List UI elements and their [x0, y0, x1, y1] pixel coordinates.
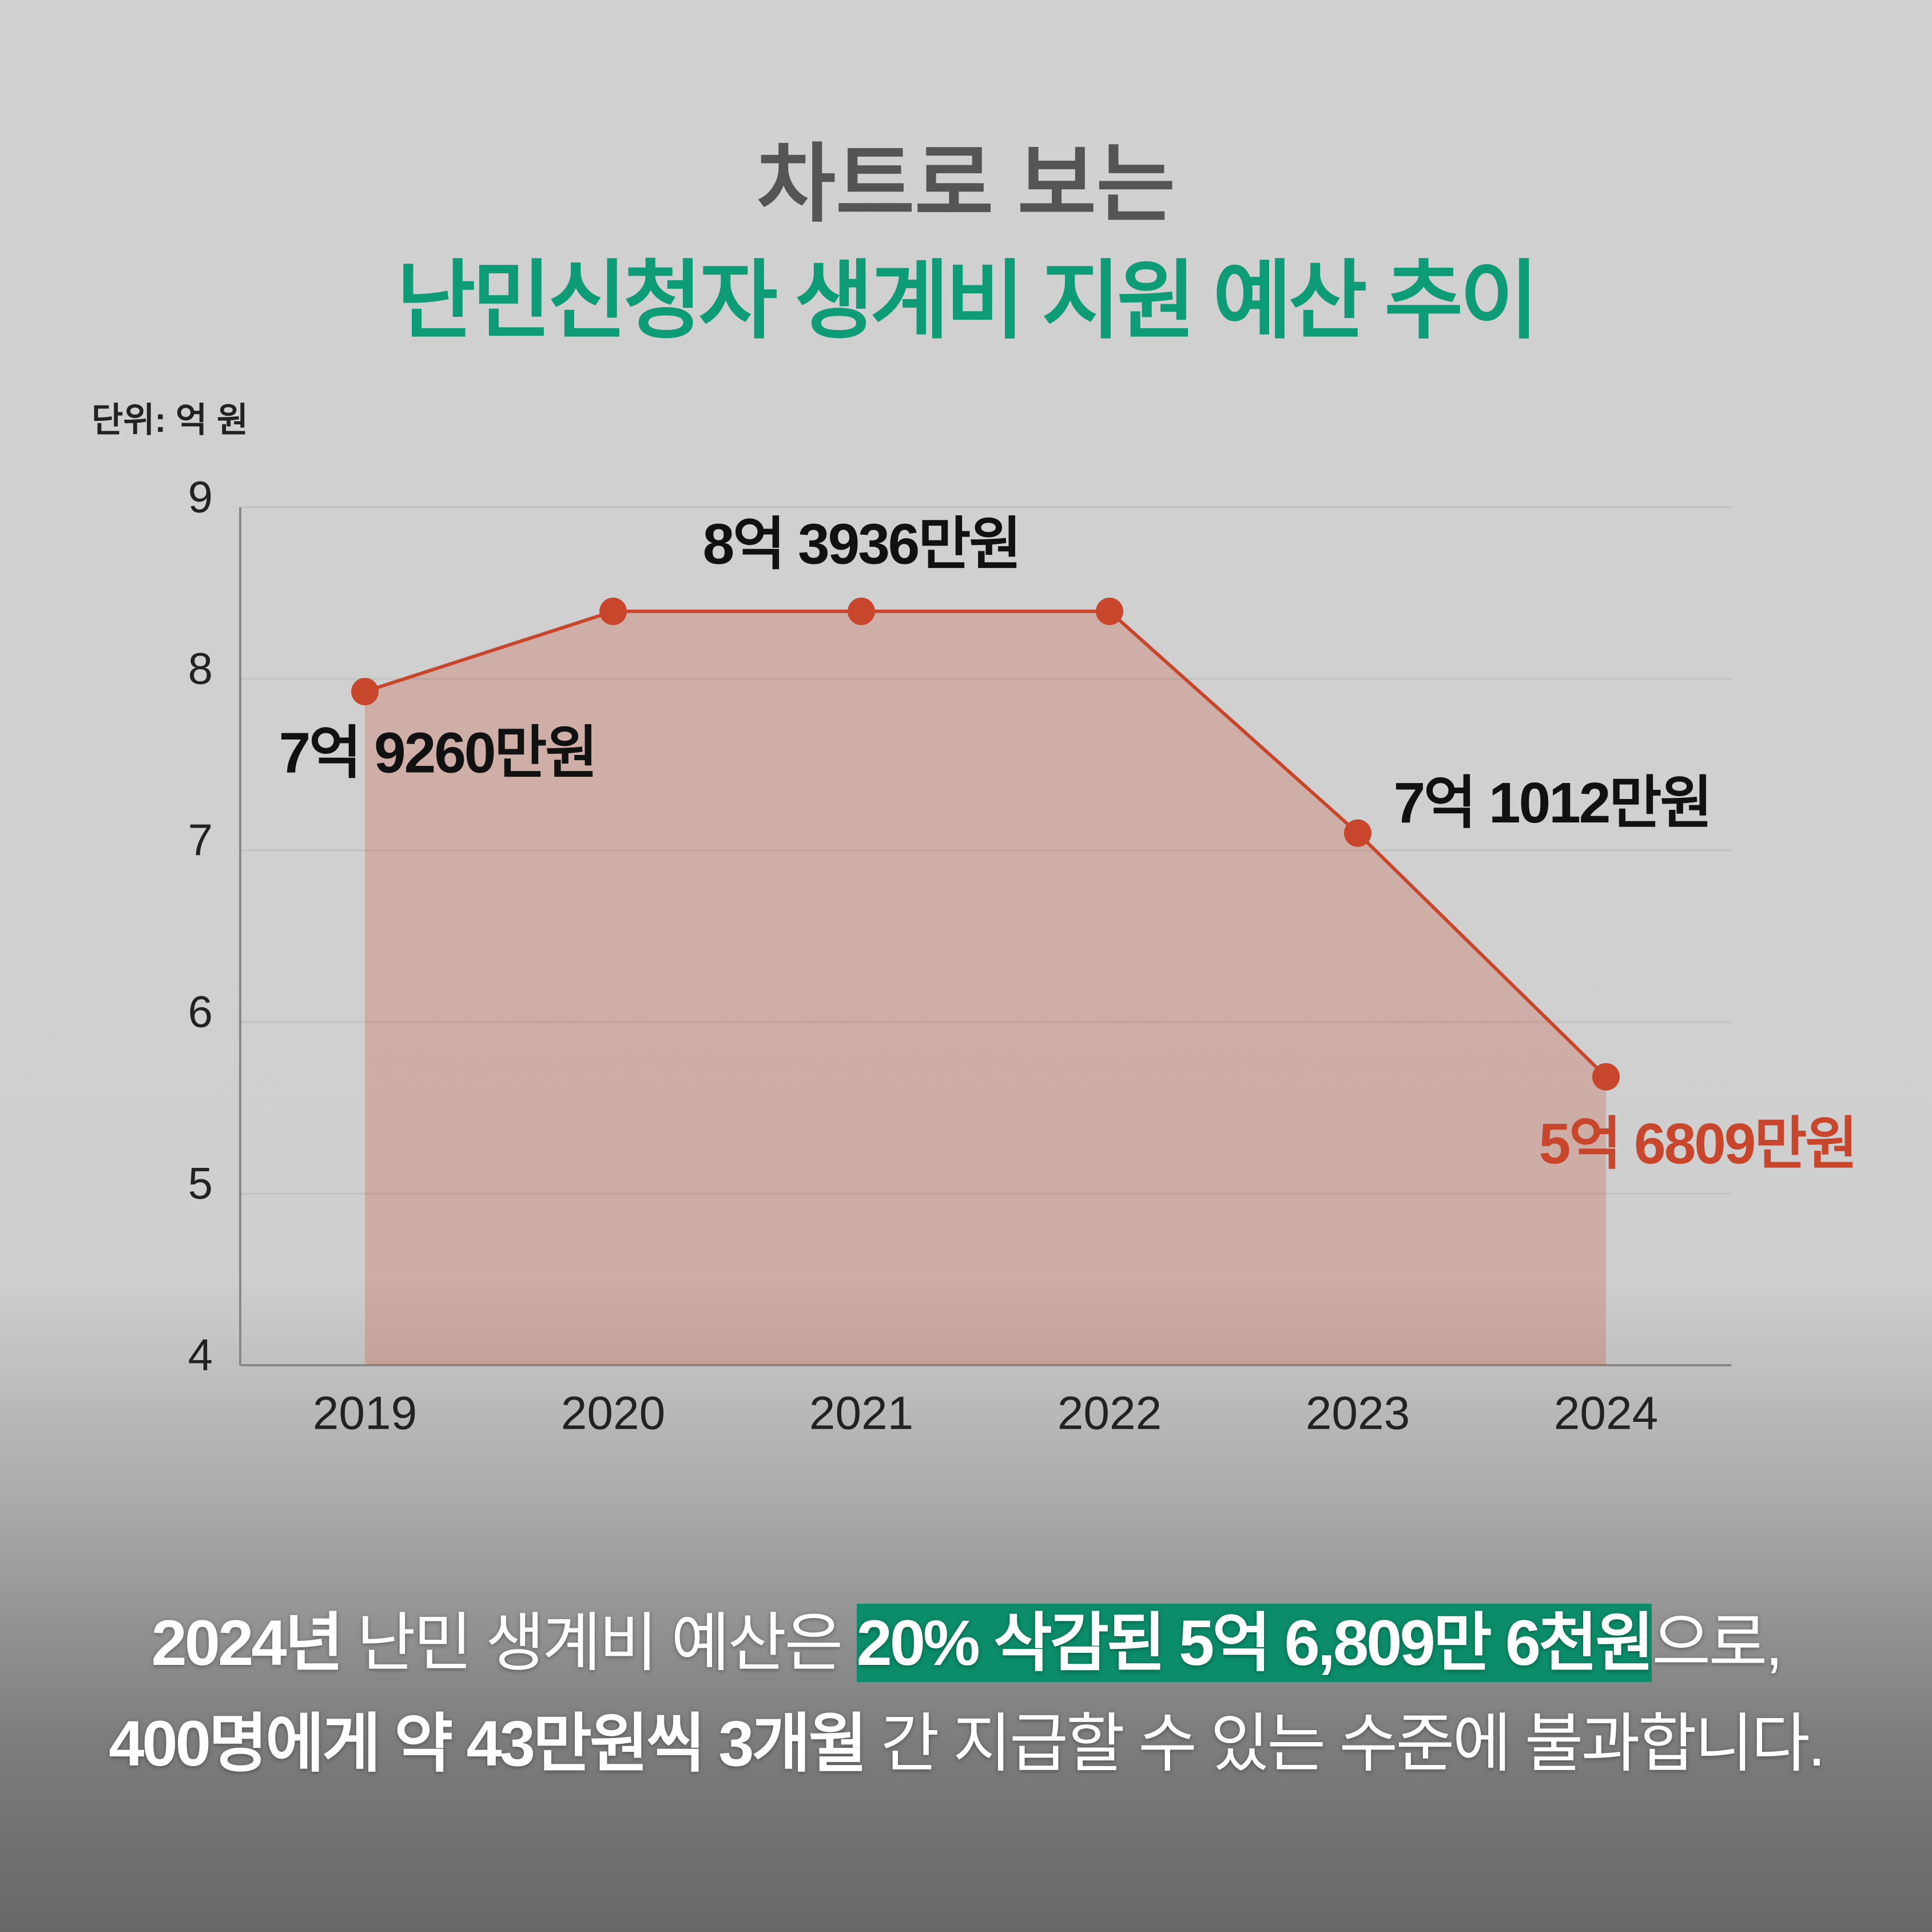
y-tick-label: 5: [188, 1158, 213, 1209]
caption-text: 400명에게 약 43만원씩 3개월: [109, 1708, 867, 1779]
value-label: 7억 9260만원: [279, 721, 597, 785]
y-tick-label: 8: [188, 643, 213, 694]
line: [364, 609, 1608, 1078]
caption-text: 난민 생계비 예산은: [341, 1607, 857, 1679]
x-tick-label: 2019: [313, 1388, 417, 1440]
area: [365, 611, 1606, 1365]
x-tick-label: 2022: [1058, 1388, 1162, 1440]
chart-title: 차트로 보는: [757, 136, 1175, 232]
x-tick-label: 2021: [809, 1388, 913, 1440]
point: [1344, 819, 1372, 847]
caption-text: 으로,: [1652, 1607, 1783, 1679]
caption-highlight: 20% 삭감된 5억 6,809만 6천원: [856, 1604, 1654, 1682]
x-tick-label: 2020: [561, 1388, 665, 1440]
caption-line: 2024년 난민 생계비 예산은 20% 삭감된 5억 6,809만 6천원으로…: [0, 1591, 1932, 1684]
caption-text: 간 지급할 수 있는 수준에 불과합니다.: [865, 1708, 1826, 1779]
chart-subtitle: 난민신청자 생계비 지원 예산 추이: [397, 253, 1536, 349]
point: [351, 678, 379, 706]
y-tick-label: 7: [188, 815, 213, 865]
y-tick-label: 9: [188, 472, 213, 522]
y-tick-label: 6: [188, 987, 213, 1037]
value-label: 5억 6809만원: [1539, 1112, 1857, 1176]
caption-text: 2024년: [151, 1607, 344, 1679]
y-tick-label: 4: [188, 1330, 213, 1380]
value-label: 8억 3936만원: [703, 512, 1020, 576]
x-tick-label: 2024: [1554, 1388, 1658, 1440]
point: [599, 597, 627, 625]
value-label: 7억 1012만원: [1394, 771, 1711, 835]
x-tick-label: 2023: [1306, 1388, 1410, 1440]
point: [1096, 597, 1123, 625]
point: [1592, 1063, 1620, 1091]
caption-line: 400명에게 약 43만원씩 3개월 간 지급할 수 있는 수준에 불과합니다.: [0, 1692, 1932, 1784]
unit-label: 단위: 억 원: [92, 401, 248, 439]
point: [848, 597, 875, 625]
